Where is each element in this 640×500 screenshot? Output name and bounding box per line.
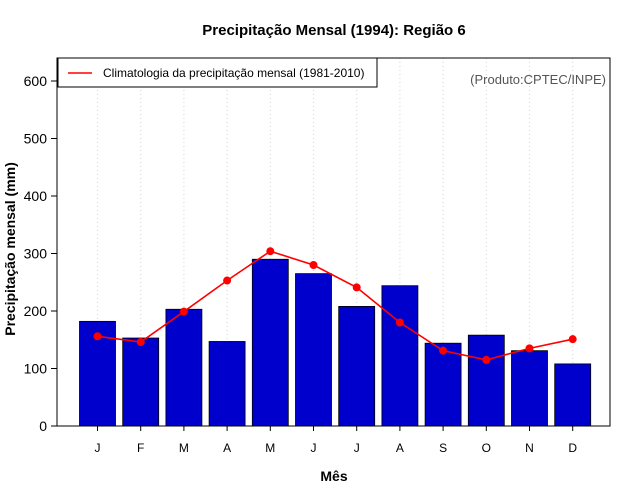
grid [97, 58, 574, 426]
climatology-point-4 [266, 247, 275, 256]
bar-3 [208, 341, 246, 427]
x-axis-title: Mês [320, 468, 347, 484]
climatology-point-7 [395, 318, 404, 327]
climatology-point-5 [309, 261, 318, 269]
climatology-point-9 [482, 355, 491, 364]
x-tick-label: J [95, 441, 101, 455]
bar-5 [295, 273, 332, 427]
x-tick-label: D [568, 441, 577, 455]
x-tick-label: N [525, 441, 534, 455]
legend-label: Climatologia da precipitação mensal (198… [103, 66, 364, 80]
x-tick-label: M [265, 441, 275, 455]
climatology-point-2 [179, 307, 188, 316]
bar-1 [122, 337, 160, 427]
bar-10 [511, 350, 548, 427]
legend: Climatologia da precipitação mensal (198… [57, 57, 378, 88]
y-tick-label: 200 [24, 303, 48, 319]
y-tick-label: 300 [24, 246, 48, 262]
climatology-point-6 [352, 283, 361, 292]
climatology-point-8 [439, 346, 448, 355]
climatology-line-path [97, 250, 573, 361]
y-tick-label: 100 [24, 361, 48, 377]
credit-text: (Produto:CPTEC/INPE) [470, 72, 606, 87]
x-tick-label: A [223, 441, 231, 455]
x-tick-label: O [482, 441, 491, 455]
bar-8 [424, 342, 462, 427]
y-axis: 0 100 200 300 400 500 600 [24, 73, 57, 434]
x-tick-label: J [354, 441, 360, 455]
climatology-line [93, 247, 577, 364]
climatology-point-11 [568, 335, 577, 344]
bar-11 [554, 363, 592, 427]
climatology-point-3 [223, 276, 232, 285]
y-tick-label: 400 [24, 188, 48, 204]
bar-4 [251, 258, 289, 427]
bar-6 [338, 305, 376, 427]
climatology-point-10 [525, 344, 534, 353]
legend-box [57, 57, 378, 88]
bar-7 [381, 285, 419, 427]
y-axis-title: Precipitação mensal (mm) [2, 162, 18, 336]
x-tick-label: J [311, 441, 317, 455]
y-tick-label: 500 [24, 131, 48, 147]
bar-2 [165, 308, 203, 427]
climatology-point-0 [93, 332, 102, 341]
x-tick-label: A [396, 441, 404, 455]
x-tick-label: F [137, 441, 144, 455]
x-tick-label: M [179, 441, 189, 455]
bars [79, 258, 592, 427]
bar-9 [467, 334, 505, 427]
y-tick-label: 600 [24, 73, 48, 89]
climatology-point-1 [136, 338, 145, 347]
y-tick-label: 0 [39, 418, 47, 434]
x-tick-label: S [439, 441, 447, 455]
chart-title: Precipitação Mensal (1994): Região 6 [202, 22, 465, 39]
